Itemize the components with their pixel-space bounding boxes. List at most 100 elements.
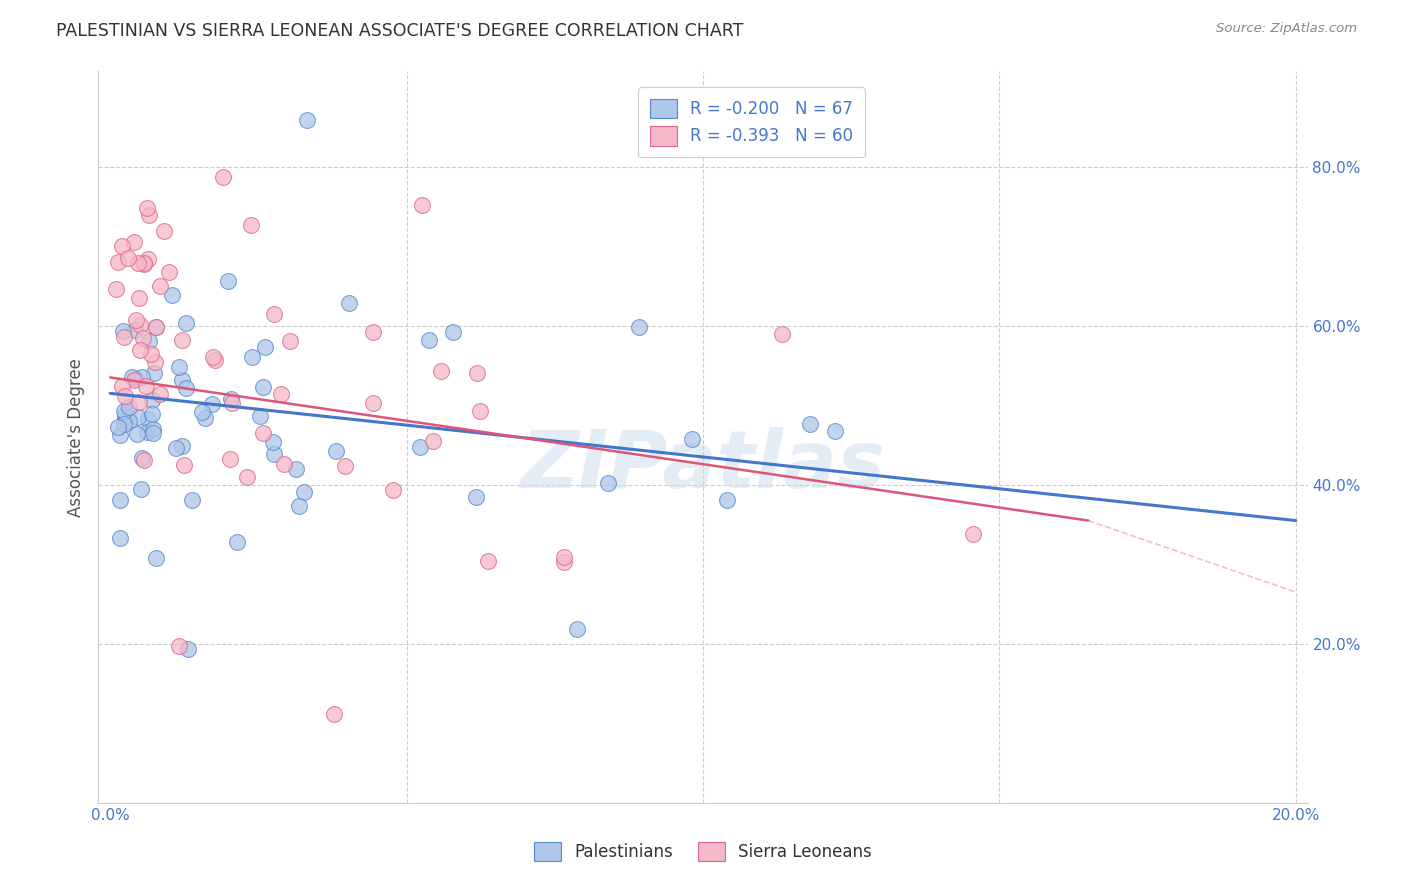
Point	[273, 457, 295, 471]
Point	[270, 386, 292, 401]
Point	[127, 426, 149, 441]
Point	[111, 378, 134, 392]
Point	[135, 378, 157, 392]
Point	[770, 326, 793, 341]
Point	[240, 218, 263, 232]
Point	[167, 360, 190, 375]
Point	[122, 235, 145, 249]
Point	[174, 380, 197, 394]
Point	[333, 459, 356, 474]
Point	[170, 333, 193, 347]
Point	[441, 325, 464, 339]
Point	[204, 353, 226, 368]
Point	[136, 252, 159, 266]
Point	[169, 639, 191, 653]
Point	[145, 320, 167, 334]
Point	[145, 319, 167, 334]
Point	[240, 350, 263, 364]
Point	[139, 347, 162, 361]
Point	[191, 405, 214, 419]
Point	[145, 550, 167, 565]
Point	[134, 453, 156, 467]
Point	[149, 279, 172, 293]
Point	[108, 427, 131, 442]
Point	[118, 400, 141, 414]
Point	[553, 555, 575, 569]
Point	[962, 526, 984, 541]
Point	[170, 439, 193, 453]
Point	[325, 443, 347, 458]
Point	[138, 208, 160, 222]
Point	[422, 434, 444, 449]
Point	[411, 197, 433, 211]
Legend: Palestinians, Sierra Leoneans: Palestinians, Sierra Leoneans	[527, 835, 879, 868]
Point	[430, 364, 453, 378]
Point	[553, 549, 575, 564]
Point	[107, 420, 129, 434]
Point	[128, 394, 150, 409]
Point	[145, 355, 167, 369]
Point	[201, 397, 224, 411]
Point	[361, 396, 384, 410]
Point	[252, 425, 274, 440]
Point	[111, 239, 134, 253]
Point	[136, 412, 159, 426]
Point	[162, 288, 184, 302]
Point	[180, 493, 202, 508]
Point	[135, 425, 157, 439]
Point	[114, 409, 136, 423]
Point	[127, 409, 149, 424]
Point	[252, 380, 274, 394]
Point	[292, 485, 315, 500]
Point	[149, 387, 172, 401]
Point	[681, 432, 703, 446]
Point	[219, 392, 242, 406]
Y-axis label: Associate's Degree: Associate's Degree	[66, 358, 84, 516]
Point	[363, 326, 385, 340]
Point	[225, 535, 247, 549]
Point	[295, 112, 318, 127]
Point	[211, 169, 233, 184]
Point	[142, 426, 165, 441]
Text: Source: ZipAtlas.com: Source: ZipAtlas.com	[1216, 22, 1357, 36]
Point	[174, 317, 197, 331]
Point	[465, 490, 488, 504]
Point	[122, 374, 145, 388]
Point	[236, 470, 259, 484]
Point	[127, 256, 149, 270]
Point	[112, 417, 135, 431]
Point	[263, 447, 285, 461]
Point	[218, 452, 240, 467]
Point	[153, 224, 176, 238]
Point	[125, 313, 148, 327]
Point	[108, 493, 131, 508]
Point	[107, 255, 129, 269]
Point	[418, 333, 440, 347]
Point	[468, 404, 491, 418]
Text: ZIPatlas: ZIPatlas	[520, 427, 886, 506]
Point	[157, 265, 180, 279]
Point	[285, 462, 308, 476]
Point	[105, 282, 128, 296]
Point	[716, 492, 738, 507]
Point	[201, 350, 224, 364]
Point	[170, 373, 193, 387]
Point	[339, 296, 361, 310]
Point	[121, 370, 143, 384]
Point	[173, 458, 195, 472]
Point	[249, 409, 271, 423]
Point	[141, 393, 163, 408]
Point	[194, 410, 217, 425]
Point	[131, 450, 153, 465]
Point	[143, 366, 166, 380]
Point	[628, 320, 651, 334]
Point	[217, 274, 239, 288]
Point	[409, 441, 432, 455]
Point	[112, 330, 135, 344]
Point	[125, 372, 148, 386]
Point	[465, 366, 488, 380]
Point	[824, 424, 846, 438]
Point	[131, 331, 153, 345]
Point	[288, 499, 311, 513]
Point	[131, 482, 153, 496]
